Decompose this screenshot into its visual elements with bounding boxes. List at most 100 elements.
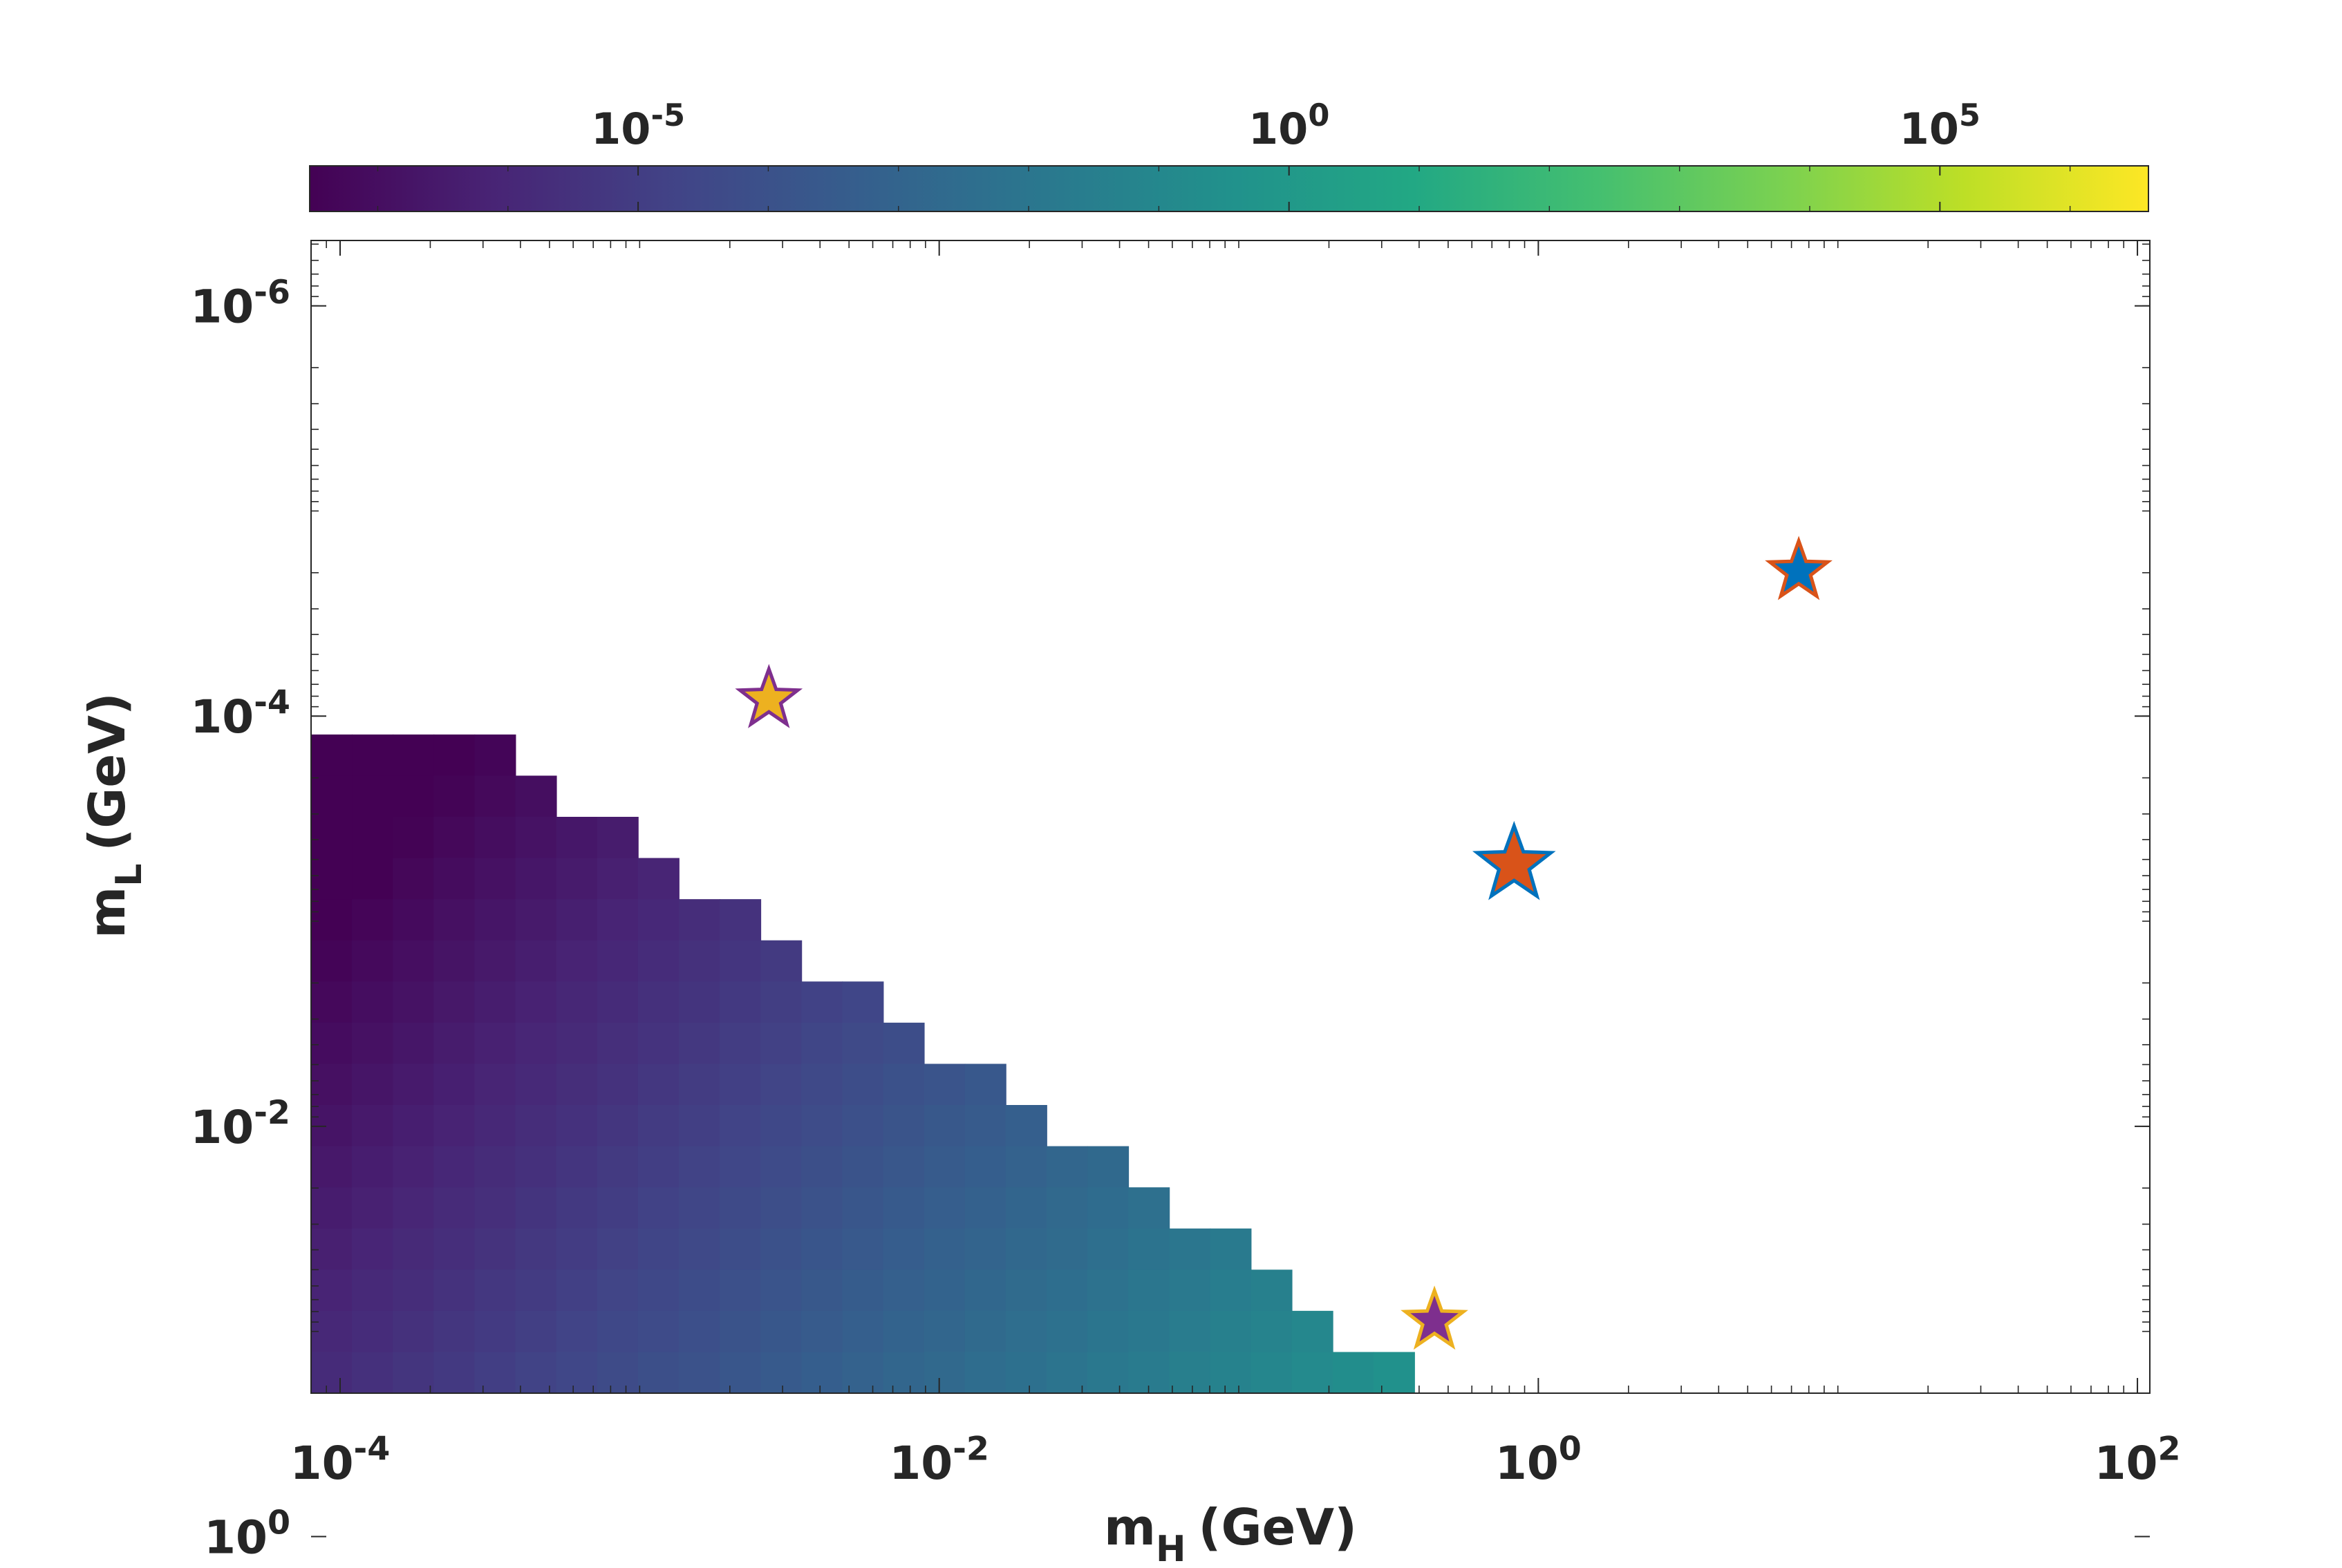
heatmap-cell xyxy=(760,1187,803,1229)
heatmap-cell xyxy=(352,899,394,941)
heatmap-cell xyxy=(474,1187,516,1229)
heatmap-cell xyxy=(1005,1187,1047,1229)
heatmap-cell xyxy=(433,817,476,859)
heatmap-cell xyxy=(842,981,884,1023)
heatmap-cell xyxy=(515,899,557,941)
heatmap-cell xyxy=(720,1187,762,1229)
heatmap-cell xyxy=(433,981,476,1023)
y-minor-ticks xyxy=(311,243,2150,1394)
heatmap-cell xyxy=(842,1064,884,1106)
heatmap-cell xyxy=(679,899,721,941)
heatmap-cell xyxy=(883,1310,925,1353)
x-tick-label: 10-2 xyxy=(889,1430,989,1490)
heatmap-cell xyxy=(924,1064,966,1106)
axes: 10-4 10-2 100 102 10-6 10-4 10-2 100 xyxy=(190,240,2181,1565)
heatmap-cell xyxy=(720,1064,762,1106)
heatmap-cell xyxy=(433,1105,476,1147)
heatmap-cell xyxy=(393,1269,435,1312)
heatmap-cell xyxy=(1169,1228,1211,1271)
heatmap-cell xyxy=(474,734,516,777)
heatmap-cell xyxy=(474,1064,516,1106)
heatmap-cell xyxy=(1128,1310,1170,1353)
heatmap-cell xyxy=(801,1146,843,1189)
heatmap-cell xyxy=(474,940,516,983)
heatmap-cell xyxy=(1005,1352,1047,1393)
heatmap-cell xyxy=(311,981,353,1023)
heatmap-cell xyxy=(1047,1187,1089,1229)
heatmap-cell xyxy=(556,1105,598,1147)
heatmap-cell xyxy=(352,940,394,983)
heatmap-cell xyxy=(842,1187,884,1229)
heatmap-cell xyxy=(474,858,516,900)
y-axis-title-sub: L xyxy=(109,864,150,887)
heatmap-cell xyxy=(393,899,435,941)
heatmap-cell xyxy=(637,1146,680,1189)
x-tick-label: 102 xyxy=(2095,1430,2181,1490)
heatmap-cell xyxy=(801,1187,843,1229)
heatmap-cell xyxy=(311,899,353,941)
heatmap-cell xyxy=(679,1064,721,1106)
heatmap-cell xyxy=(311,817,353,859)
heatmap-cell xyxy=(679,1146,721,1189)
x-axis-title-sub: H xyxy=(1156,1529,1186,1568)
heatmap-cell xyxy=(433,1352,476,1393)
heatmap-cell xyxy=(311,940,353,983)
heatmap-cell xyxy=(393,1228,435,1271)
heatmap-cell xyxy=(842,1228,884,1271)
markers xyxy=(735,536,1833,1350)
axes-box xyxy=(310,240,2151,1394)
heatmap-cell xyxy=(801,1022,843,1065)
heatmap-cell xyxy=(352,1105,394,1147)
heatmap-cell xyxy=(1128,1228,1170,1271)
heatmap-cell xyxy=(433,1310,476,1353)
heatmap-cell xyxy=(556,899,598,941)
heatmap-cell xyxy=(556,940,598,983)
y-tick-label: 100 xyxy=(204,1504,290,1565)
heatmap-cell xyxy=(924,1352,966,1393)
heatmap-cell xyxy=(637,1022,680,1065)
heatmap-cell xyxy=(393,940,435,983)
heatmap-cell xyxy=(556,1064,598,1106)
heatmap-cell xyxy=(515,1228,557,1271)
heatmap-cell xyxy=(515,1269,557,1312)
heatmap-cell xyxy=(597,1146,639,1189)
heatmap-cell xyxy=(433,1064,476,1106)
heatmap xyxy=(311,734,1415,1393)
heatmap-cell xyxy=(924,1310,966,1353)
heatmap-cell xyxy=(924,1187,966,1229)
heatmap-cell xyxy=(679,981,721,1023)
heatmap-cell xyxy=(352,1064,394,1106)
heatmap-cell xyxy=(760,1352,803,1393)
heatmap-cell xyxy=(801,1269,843,1312)
heatmap-cell xyxy=(433,940,476,983)
heatmap-cell xyxy=(393,817,435,859)
heatmap-cell xyxy=(515,817,557,859)
heatmap-cell xyxy=(515,1310,557,1353)
heatmap-cell xyxy=(515,1187,557,1229)
heatmap-cell xyxy=(1005,1228,1047,1271)
heatmap-cell xyxy=(474,1352,516,1393)
heatmap-cell xyxy=(1047,1228,1089,1271)
heatmap-cell xyxy=(637,940,680,983)
heatmap-cell xyxy=(679,1022,721,1065)
heatmap-cell xyxy=(964,1269,1006,1312)
heatmap-cell xyxy=(801,1310,843,1353)
heatmap-cell xyxy=(964,1187,1006,1229)
heatmap-cell xyxy=(1087,1228,1130,1271)
heatmap-cell xyxy=(352,858,394,900)
heatmap-cell xyxy=(720,1105,762,1147)
heatmap-cell xyxy=(556,1310,598,1353)
heatmap-cell xyxy=(679,1228,721,1271)
heatmap-cell xyxy=(801,1228,843,1271)
colorbar-tick-label: 10-5 xyxy=(591,97,685,154)
heatmap-cell xyxy=(637,858,680,900)
heatmap-cell xyxy=(1087,1352,1130,1393)
heatmap-cell xyxy=(597,1228,639,1271)
heatmap-cell xyxy=(433,1146,476,1189)
heatmap-cell xyxy=(842,1105,884,1147)
heatmap-cell xyxy=(801,1352,843,1393)
heatmap-cell xyxy=(1128,1269,1170,1312)
heatmap-cell xyxy=(679,1187,721,1229)
star-marker xyxy=(735,663,803,728)
